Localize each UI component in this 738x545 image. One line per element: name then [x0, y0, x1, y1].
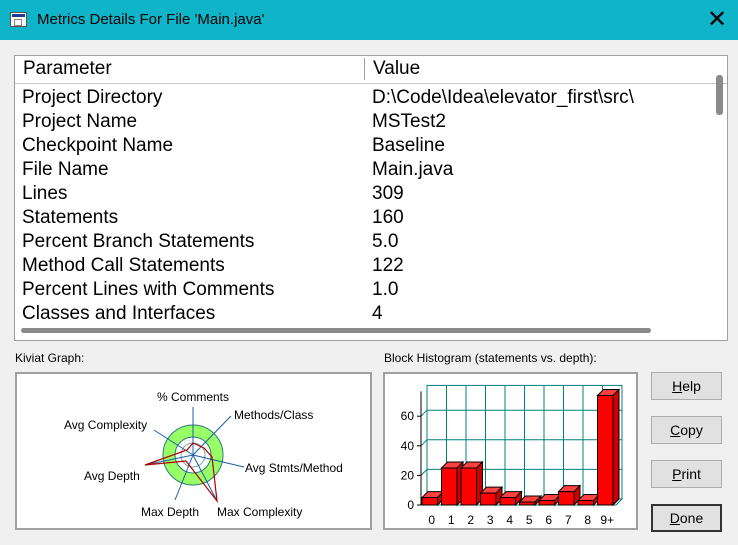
table-row[interactable]: Method Call Statements 122 — [15, 254, 711, 278]
table-row[interactable]: Classes and Interfaces 4 — [15, 302, 711, 326]
value-cell: 1.0 — [372, 279, 399, 300]
kiviat-axis-label: Max Depth — [141, 505, 199, 519]
value-cell: 309 — [372, 183, 404, 204]
histogram-bar — [459, 460, 484, 507]
kiviat-axis-label: Avg Stmts/Method — [245, 461, 343, 475]
close-icon[interactable]: ✕ — [706, 6, 728, 33]
y-tick-label: 20 — [401, 468, 415, 482]
table-body: Project Directory D:\Code\Idea\elevator_f… — [15, 86, 711, 326]
x-tick-label: 1 — [448, 513, 455, 527]
x-tick-label: 7 — [565, 513, 572, 527]
x-tick-label: 5 — [526, 513, 533, 527]
histogram-bar — [498, 490, 523, 507]
value-cell: 122 — [372, 255, 404, 276]
vertical-scrollbar[interactable] — [716, 75, 723, 115]
histogram-bar — [576, 493, 601, 507]
kiviat-axis-label: Methods/Class — [234, 408, 313, 422]
y-tick-label: 40 — [401, 439, 415, 453]
kiviat-axis-label: Avg Complexity — [64, 418, 147, 432]
x-tick-label: 6 — [545, 513, 552, 527]
copy-button[interactable]: Copy — [651, 416, 722, 444]
kiviat-graph-label: Kiviat Graph: — [15, 351, 85, 365]
help-button[interactable]: Help — [651, 372, 722, 400]
parameter-cell: Checkpoint Name — [22, 135, 174, 156]
block-histogram: 0 20 40 60 0 1 2 3 4 5 6 7 8 9+ — [383, 372, 638, 530]
x-tick-label: 8 — [584, 513, 591, 527]
column-header-value[interactable]: Value — [373, 58, 421, 79]
table-row[interactable]: File Name Main.java — [15, 158, 711, 182]
histogram-bar — [537, 493, 562, 507]
histogram-label: Block Histogram (statements vs. depth): — [384, 351, 597, 365]
histogram-bar — [596, 388, 621, 507]
table-row[interactable]: Percent Lines with Comments 1.0 — [15, 278, 711, 302]
value-cell: Main.java — [372, 159, 454, 180]
value-cell: Baseline — [372, 135, 445, 156]
x-tick-label: 3 — [487, 513, 494, 527]
parameter-cell: File Name — [22, 159, 109, 180]
x-tick-label: 4 — [506, 513, 513, 527]
parameter-cell: Statements — [22, 207, 119, 228]
kiviat-axis-label: % Comments — [157, 390, 229, 404]
histogram-bar — [557, 484, 582, 507]
histogram-bar — [479, 485, 504, 507]
parameter-cell: Percent Lines with Comments — [22, 279, 275, 300]
kiviat-graph: % Comments Methods/Class Avg Stmts/Metho… — [15, 372, 372, 530]
histogram-bar — [518, 494, 543, 507]
table-row[interactable]: Project Directory D:\Code\Idea\elevator_f… — [15, 86, 711, 110]
table-row[interactable]: Statements 160 — [15, 206, 711, 230]
table-row[interactable]: Percent Branch Statements 5.0 — [15, 230, 711, 254]
parameter-cell: Classes and Interfaces — [22, 303, 216, 324]
y-tick-label: 0 — [407, 498, 414, 512]
histogram-bar — [420, 490, 445, 507]
parameter-cell: Method Call Statements — [22, 255, 225, 276]
histogram-bar — [440, 460, 465, 507]
horizontal-scrollbar[interactable] — [21, 328, 651, 333]
value-cell: MSTest2 — [372, 111, 446, 132]
window-title: Metrics Details For File 'Main.java' — [37, 11, 265, 28]
metrics-table[interactable]: Parameter Value Project Directory D:\Code… — [14, 55, 728, 341]
x-tick-label: 9+ — [600, 513, 614, 527]
y-tick-label: 60 — [401, 409, 415, 423]
print-button[interactable]: Print — [651, 460, 722, 488]
table-row[interactable]: Checkpoint Name Baseline — [15, 134, 711, 158]
value-cell: 4 — [372, 303, 383, 324]
table-row[interactable]: Project Name MSTest2 — [15, 110, 711, 134]
x-tick-label: 2 — [467, 513, 474, 527]
value-cell: D:\Code\Idea\elevator_first\src\ — [372, 87, 634, 108]
kiviat-axis-label: Max Complexity — [217, 505, 302, 519]
done-button[interactable]: Done — [651, 504, 722, 532]
column-header-parameter[interactable]: Parameter — [17, 58, 365, 80]
parameter-cell: Percent Branch Statements — [22, 231, 255, 252]
parameter-cell: Project Directory — [22, 87, 163, 108]
x-tick-label: 0 — [428, 513, 435, 527]
parameter-cell: Lines — [22, 183, 68, 204]
value-cell: 5.0 — [372, 231, 399, 252]
table-header: Parameter Value — [15, 56, 727, 84]
app-icon — [10, 12, 27, 27]
table-row[interactable]: Lines 309 — [15, 182, 711, 206]
value-cell: 160 — [372, 207, 404, 228]
kiviat-axis-label: Avg Depth — [84, 469, 140, 483]
title-bar: Metrics Details For File 'Main.java' ✕ — [0, 0, 738, 40]
parameter-cell: Project Name — [22, 111, 138, 132]
